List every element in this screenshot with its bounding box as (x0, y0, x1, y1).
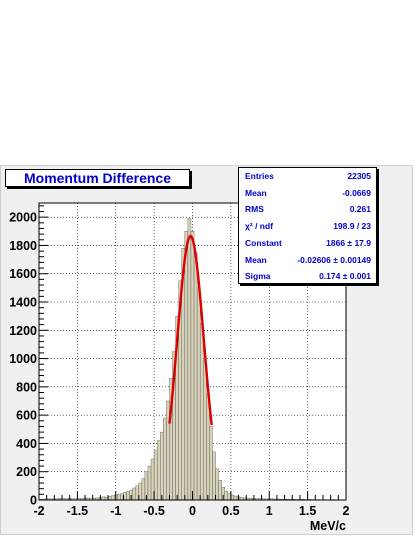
histogram-bar (218, 480, 222, 501)
x-tick-label: 1 (266, 504, 273, 518)
stats-label: Mean (245, 254, 267, 265)
stats-value: 0.174 ± 0.001 (319, 271, 371, 282)
stats-row: Mean -0.02606 ± 0.00149 (239, 252, 376, 268)
stats-label: Constant (245, 237, 282, 248)
stats-label: χ² / ndf (245, 221, 274, 232)
histogram-bar (196, 287, 201, 501)
y-tick-label: 200 (16, 465, 37, 479)
histogram-bar (117, 494, 121, 501)
stats-row: Entries 22305 (239, 168, 376, 184)
stats-value: 1866 ± 17.9 (326, 237, 371, 248)
x-tick-label: 0.5 (222, 504, 239, 518)
y-tick-label: 1400 (9, 296, 37, 310)
y-tick-label: 1000 (9, 352, 37, 366)
histogram-bar (193, 252, 198, 501)
x-tick-label: -2 (33, 504, 44, 518)
histogram-bar (126, 491, 130, 501)
histogram-bar (199, 323, 204, 501)
stats-row: Sigma 0.174 ± 0.001 (239, 268, 376, 284)
stats-label: Sigma (245, 271, 271, 282)
stats-value: -0.02606 ± 0.00149 (297, 254, 371, 265)
x-tick-label: -0.5 (143, 504, 165, 518)
histogram-bar (203, 358, 207, 501)
histogram-bar (156, 440, 161, 501)
gaussian-fit-curve (168, 234, 213, 426)
x-tick-label: -1 (110, 504, 121, 518)
stats-value: -0.0669 (342, 187, 371, 198)
y-tick-label: 1200 (9, 324, 37, 338)
histogram-bar (184, 231, 189, 501)
histogram-bar (163, 417, 167, 501)
histogram-bar (132, 487, 136, 501)
x-tick-label: 0 (189, 504, 196, 518)
y-tick-label: 1800 (9, 239, 37, 253)
y-tick-label: 800 (16, 380, 37, 394)
x-tick-label: 2 (343, 504, 350, 518)
histogram-bar (187, 218, 192, 501)
histogram-bar (141, 478, 146, 501)
histogram-bar (166, 400, 170, 501)
x-axis-label: MeV/c (310, 519, 346, 533)
histogram-bar (224, 491, 229, 501)
y-tick-label: 0 (30, 494, 37, 508)
stats-label: RMS (245, 204, 264, 215)
stats-value: 198.9 / 23 (333, 221, 371, 232)
histogram-bar (110, 495, 115, 501)
y-tick-label: 600 (16, 409, 37, 423)
stats-row: RMS 0.261 (239, 201, 376, 217)
stats-row: χ² / ndf 198.9 / 23 (239, 218, 376, 234)
y-tick-label: 1600 (9, 267, 37, 281)
x-tick-label: -1.5 (67, 504, 89, 518)
stats-row: Constant 1866 ± 17.9 (239, 235, 376, 251)
chart-title: Momentum Difference (5, 169, 190, 187)
stats-value: 22305 (347, 171, 371, 181)
y-tick-label: 2000 (9, 211, 37, 225)
histogram-bar (147, 465, 152, 501)
stats-label: Entries (245, 171, 274, 181)
histogram-bar (190, 231, 195, 501)
stats-row: Mean -0.0669 (239, 185, 376, 201)
histogram-bar (212, 451, 216, 501)
histogram-bar (233, 495, 238, 501)
stats-box: Entries 22305 Mean -0.0669 RMS 0.261 χ² / ndf 1… (238, 167, 377, 284)
histogram-bar (160, 431, 164, 501)
stats-label: Mean (245, 187, 267, 198)
y-tick-label: 400 (16, 437, 37, 451)
x-tick-label: 1.5 (299, 504, 316, 518)
histogram-bar (209, 426, 213, 501)
stats-value: 0.261 (349, 204, 371, 215)
